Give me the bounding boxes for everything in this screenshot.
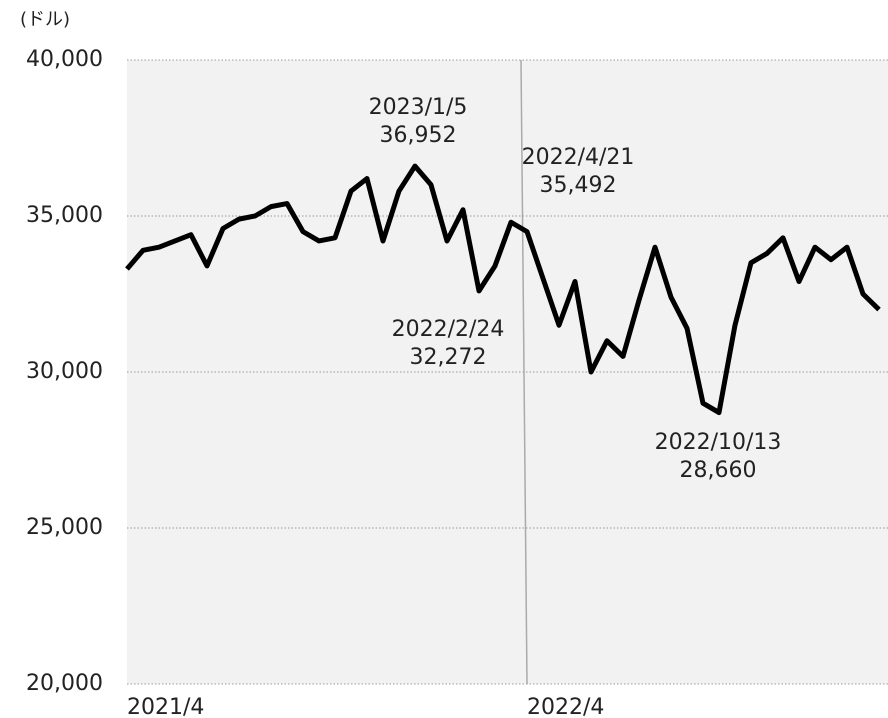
annotation: 2022/10/13 bbox=[655, 430, 782, 455]
x-tick-label: 2022/4 bbox=[527, 695, 604, 718]
annotation: 28,660 bbox=[680, 458, 757, 483]
annotation: 2022/4/21 bbox=[522, 145, 635, 170]
y-tick-label: 40,000 bbox=[26, 47, 103, 72]
annotation: 2022/2/24 bbox=[392, 317, 505, 342]
annotation: 32,272 bbox=[410, 345, 487, 370]
unit-label: (ドル) bbox=[20, 9, 70, 30]
annotation: 35,492 bbox=[540, 173, 617, 198]
annotation: 2023/1/5 bbox=[369, 95, 468, 120]
annotation: 36,952 bbox=[380, 123, 457, 148]
line-series bbox=[125, 163, 881, 416]
y-tick-label: 30,000 bbox=[26, 359, 103, 384]
y-tick-label: 35,000 bbox=[26, 203, 103, 228]
y-tick-label: 25,000 bbox=[26, 515, 103, 540]
x-tick-label: 2021/4 bbox=[127, 695, 204, 718]
y-tick-label: 20,000 bbox=[26, 671, 103, 696]
plot-area bbox=[127, 60, 888, 684]
